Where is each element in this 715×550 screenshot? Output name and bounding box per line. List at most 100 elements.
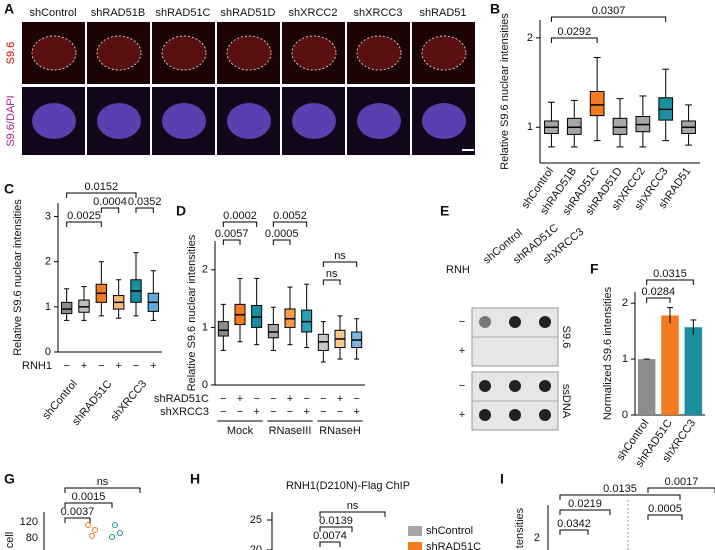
bracket — [66, 192, 137, 198]
column-label: shRAD51C — [155, 7, 210, 19]
legend-label: shControl — [426, 525, 473, 537]
legend-swatch — [408, 542, 422, 550]
group-label: RNaseH — [319, 425, 361, 437]
bracket — [64, 487, 141, 493]
sign: − — [459, 380, 465, 392]
sign: + — [150, 360, 156, 372]
panel-letter: E — [440, 203, 449, 219]
legend-swatch — [408, 526, 422, 536]
bracket-label: 0.0292 — [557, 26, 591, 38]
bracket — [319, 511, 386, 517]
bracket — [550, 37, 598, 43]
bracket-label: 0.0037 — [61, 506, 95, 518]
bracket-label: ns — [326, 268, 338, 280]
point — [89, 533, 95, 539]
row-label: shRAD51C — [154, 393, 209, 405]
box — [60, 301, 73, 315]
y-tick-label: 120 — [20, 516, 38, 528]
bracket-label: 0.0004 — [93, 196, 127, 208]
column-label: shRAD51 — [419, 7, 466, 19]
nucleus — [421, 35, 467, 71]
legend-label: shRAD51C — [426, 541, 481, 550]
bracket — [550, 16, 667, 22]
blot-dot — [479, 380, 491, 392]
bracket — [66, 221, 102, 227]
panel-letter: A — [4, 1, 14, 17]
column-label: shXRCC3 — [354, 7, 403, 19]
nucleus — [292, 103, 336, 139]
sign: + — [459, 345, 465, 357]
bracket-label: 0.0152 — [85, 181, 119, 193]
bracket-label: 0.0135 — [603, 483, 637, 495]
sign: − — [63, 360, 69, 372]
bracket-label: 0.0219 — [568, 498, 602, 510]
blot-dot — [539, 409, 551, 421]
y-tick-label: 1 — [622, 353, 628, 365]
box — [589, 91, 605, 117]
y-tick-label: 0 — [622, 409, 628, 421]
nucleus — [357, 103, 401, 139]
y-axis-label: Relative S9.6 nuclear intensities — [499, 13, 511, 170]
column-label: shControl — [29, 7, 76, 19]
nucleus — [161, 35, 207, 71]
bracket — [100, 207, 120, 213]
y-tick-label: 2 — [622, 297, 628, 309]
bracket — [322, 261, 358, 267]
bracket — [64, 517, 91, 523]
bracket — [647, 487, 715, 493]
bracket-label: 0.0017 — [665, 476, 699, 488]
column-label: shRAD51D — [220, 7, 275, 19]
panel-letter: D — [176, 203, 186, 219]
bracket-label: ns — [334, 250, 346, 262]
sign: − — [320, 406, 326, 418]
nucleus — [227, 103, 271, 139]
y-axis-label: tensities — [514, 507, 526, 548]
sign: − — [133, 360, 139, 372]
y-tick-label: 2 — [45, 256, 51, 268]
sign: + — [303, 406, 309, 418]
bracket — [646, 279, 694, 285]
sign: − — [237, 406, 243, 418]
nucleus — [226, 35, 272, 71]
bracket — [559, 509, 611, 515]
sign: − — [287, 406, 293, 418]
blot-dot — [539, 380, 551, 392]
y-tick-label: 2 — [527, 32, 533, 44]
bracket-label: ns — [347, 500, 359, 512]
bracket-label: 0.0005 — [648, 503, 682, 515]
bracket — [64, 502, 113, 508]
panel-letter: F — [590, 261, 599, 277]
sign: − — [320, 393, 326, 405]
y-tick-label: 0 — [202, 379, 208, 391]
box — [612, 117, 628, 135]
sign: − — [98, 360, 104, 372]
bracket-label: 0.0352 — [128, 196, 162, 208]
bracket — [559, 529, 589, 535]
bar — [637, 359, 656, 415]
bracket-label: 0.0015 — [72, 491, 106, 503]
nucleus — [97, 103, 141, 139]
sign: + — [81, 360, 87, 372]
box — [566, 117, 582, 135]
bracket-label: 0.0307 — [592, 5, 626, 17]
bracket-label: 0.0005 — [265, 228, 299, 240]
bracket — [272, 221, 308, 227]
bracket — [135, 207, 154, 213]
bracket-label: 0.0002 — [223, 210, 257, 222]
nucleus — [291, 35, 337, 71]
blot-dot — [509, 380, 521, 392]
bracket — [322, 279, 341, 285]
bracket-label: 0.0025 — [67, 210, 101, 222]
y-tick-label: 3 — [45, 210, 51, 222]
blot-dot — [509, 409, 521, 421]
group-label: Mock — [227, 425, 254, 437]
panel-letter: H — [190, 471, 200, 487]
sign: + — [337, 393, 343, 405]
bracket-label: 0.0284 — [642, 286, 676, 298]
point — [92, 527, 98, 533]
sign: + — [115, 360, 121, 372]
point — [85, 522, 91, 528]
sign: − — [220, 406, 226, 418]
group-label: shXRCC3 — [109, 378, 150, 423]
blot-dot — [539, 316, 551, 328]
